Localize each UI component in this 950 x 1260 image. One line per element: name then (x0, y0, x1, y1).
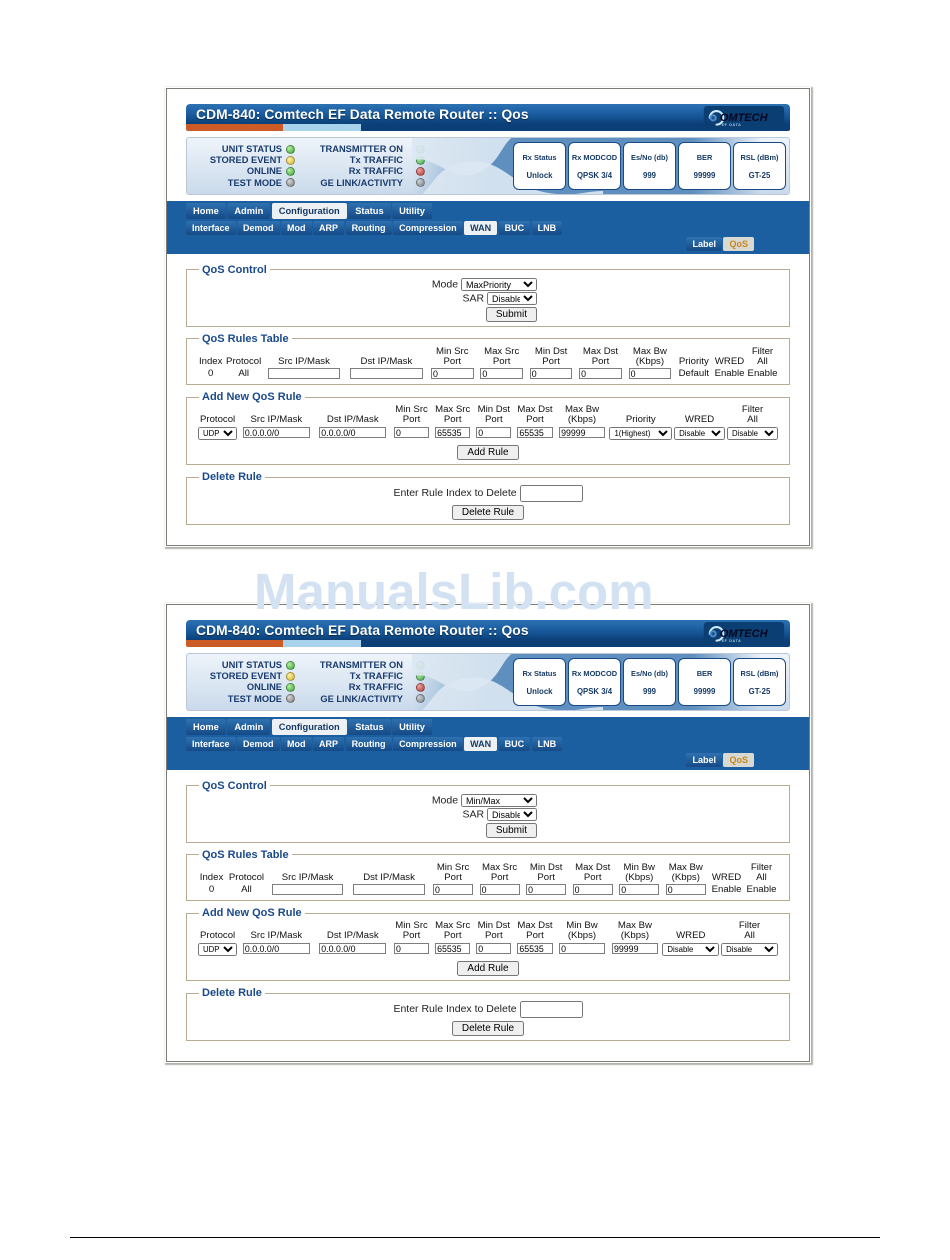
svg-text:EF DATA: EF DATA (722, 122, 742, 126)
svg-text:EF DATA: EF DATA (722, 638, 742, 642)
